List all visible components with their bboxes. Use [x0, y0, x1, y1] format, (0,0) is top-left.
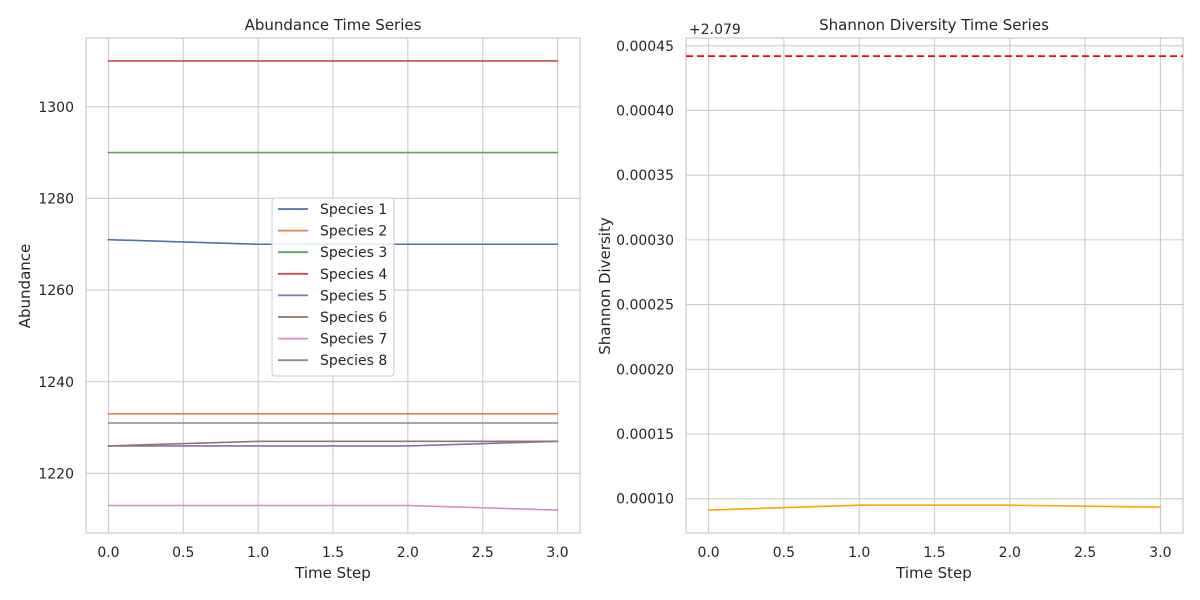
shannon-chart-title: Shannon Diversity Time Series	[819, 16, 1049, 34]
abundance-series-line-7	[107, 504, 559, 511]
abundance-panel: 0.0 0.5 1.0 1.5 2.0 2.5 3.0 1220 1240 1260 1280 130…	[16, 16, 581, 582]
legend-label-7: Species 7	[320, 332, 387, 348]
legend-label-3: Species 3	[320, 245, 387, 261]
shannon-ticks: 0.0 0.5 1.0 1.5 2.0 2.5 3.0 0.00010 0.00015 0.000…	[616, 39, 1171, 561]
legend-label-4: Species 4	[320, 267, 387, 283]
abundance-x-tick-label: 0.0	[97, 545, 119, 561]
shannon-y-tick-label: 0.00035	[616, 168, 674, 184]
abundance-x-tick-label: 2.5	[472, 545, 494, 561]
abundance-x-tick-label: 1.5	[322, 545, 344, 561]
shannon-series-lines	[686, 55, 1183, 511]
legend-label-8: Species 8	[320, 353, 387, 369]
shannon-y-tick-label: 0.00020	[616, 362, 674, 378]
shannon-y-tick-label: 0.00040	[616, 103, 674, 119]
abundance-y-tick-label: 1260	[38, 283, 74, 299]
shannon-y-tick-label: 0.00030	[616, 233, 674, 249]
shannon-x-tick-label: 0.5	[773, 545, 795, 561]
legend-box	[271, 197, 395, 377]
abundance-legend: Species 1 Species 2 Species 3 Species 4 Spec…	[271, 197, 395, 377]
legend-label-6: Species 6	[320, 310, 387, 326]
legend-label-1: Species 1	[320, 202, 387, 218]
shannon-x-tick-label: 0.0	[697, 545, 719, 561]
abundance-x-tick-label: 0.5	[172, 545, 194, 561]
abundance-y-tick-label: 1300	[38, 100, 74, 116]
abundance-x-tick-label: 3.0	[546, 545, 568, 561]
abundance-series-line-5	[107, 440, 559, 447]
shannon-y-tick-label: 0.00015	[616, 427, 674, 443]
shannon-y-tick-label: 0.00010	[616, 492, 674, 508]
shannon-y-tick-label: 0.00045	[616, 39, 674, 55]
abundance-series-lines	[107, 60, 559, 511]
abundance-chart-title: Abundance Time Series	[245, 16, 422, 34]
abundance-series-line-6	[107, 440, 559, 447]
shannon-x-tick-label: 2.5	[1074, 545, 1096, 561]
shannon-panel: 0.0 0.5 1.0 1.5 2.0 2.5 3.0 0.00010 0.00015 0.000…	[596, 16, 1184, 582]
legend-label-2: Species 2	[320, 224, 387, 240]
abundance-y-tick-label: 1240	[38, 375, 74, 391]
abundance-x-axis-label: Time Step	[294, 564, 371, 582]
shannon-y-tick-label: 0.00025	[616, 298, 674, 314]
shannon-series-line-1	[707, 504, 1162, 511]
shannon-y-offset-label: +2.079	[689, 22, 741, 38]
shannon-x-tick-label: 1.5	[923, 545, 945, 561]
shannon-x-tick-label: 2.0	[999, 545, 1021, 561]
shannon-grid	[686, 38, 1183, 533]
abundance-y-axis-label: Abundance	[16, 244, 34, 329]
shannon-x-axis-label: Time Step	[895, 564, 972, 582]
shannon-x-tick-label: 3.0	[1149, 545, 1171, 561]
abundance-y-tick-label: 1220	[38, 466, 74, 482]
abundance-x-tick-label: 2.0	[397, 545, 419, 561]
shannon-x-tick-label: 1.0	[848, 545, 870, 561]
shannon-y-axis-label: Shannon Diversity	[596, 217, 614, 355]
legend-label-5: Species 5	[320, 288, 387, 304]
abundance-ticks: 0.0 0.5 1.0 1.5 2.0 2.5 3.0 1220 1240 1260 1280 130…	[38, 100, 568, 561]
abundance-x-tick-label: 1.0	[247, 545, 269, 561]
abundance-y-tick-label: 1280	[38, 191, 74, 207]
